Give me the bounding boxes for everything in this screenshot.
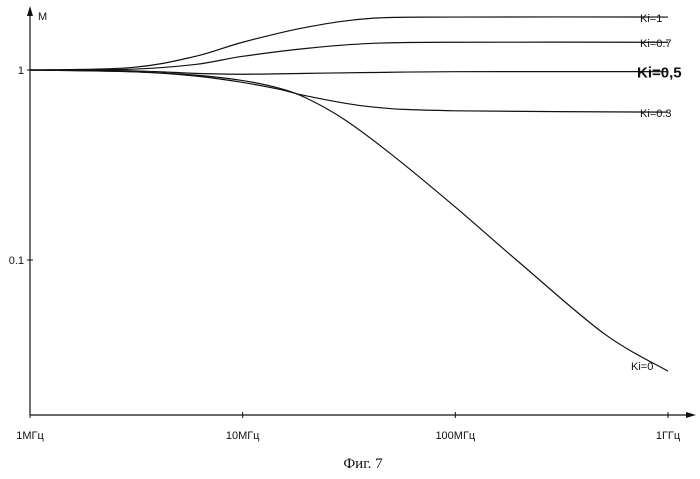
x-tick-label: 100МГц <box>435 430 475 442</box>
x-tick-label: 10МГц <box>226 430 260 442</box>
y-axis-arrow <box>27 6 33 16</box>
series-line <box>30 42 668 70</box>
series-line <box>30 70 668 74</box>
series-label: Ki=0.3 <box>640 108 672 120</box>
x-axis-arrow <box>686 412 696 418</box>
series-label: Ki=0,5 <box>637 65 682 82</box>
series-line <box>30 70 668 371</box>
chart-series-labels: Ki=1 Ki=0.7 Ki=0,5 Ki=0.3 Ki=0 <box>631 13 682 373</box>
x-tick-label: 1МГц <box>16 430 44 442</box>
series-label: Ki=0.7 <box>640 38 672 50</box>
x-tick-label: 1ГГц <box>656 430 681 442</box>
chart-ticks: 1МГц 10МГц 100МГц 1ГГц 1 0.1 <box>9 65 681 442</box>
y-axis-label: M <box>38 11 47 23</box>
figure-caption: Фиг. 7 <box>343 456 383 472</box>
series-label: Ki=1 <box>640 13 662 25</box>
series-label: Ki=0 <box>631 361 653 373</box>
chart-curves <box>30 17 668 371</box>
y-tick-label: 1 <box>18 65 24 77</box>
y-tick-label: 0.1 <box>9 255 24 267</box>
series-line <box>30 17 668 70</box>
series-line <box>30 70 668 112</box>
